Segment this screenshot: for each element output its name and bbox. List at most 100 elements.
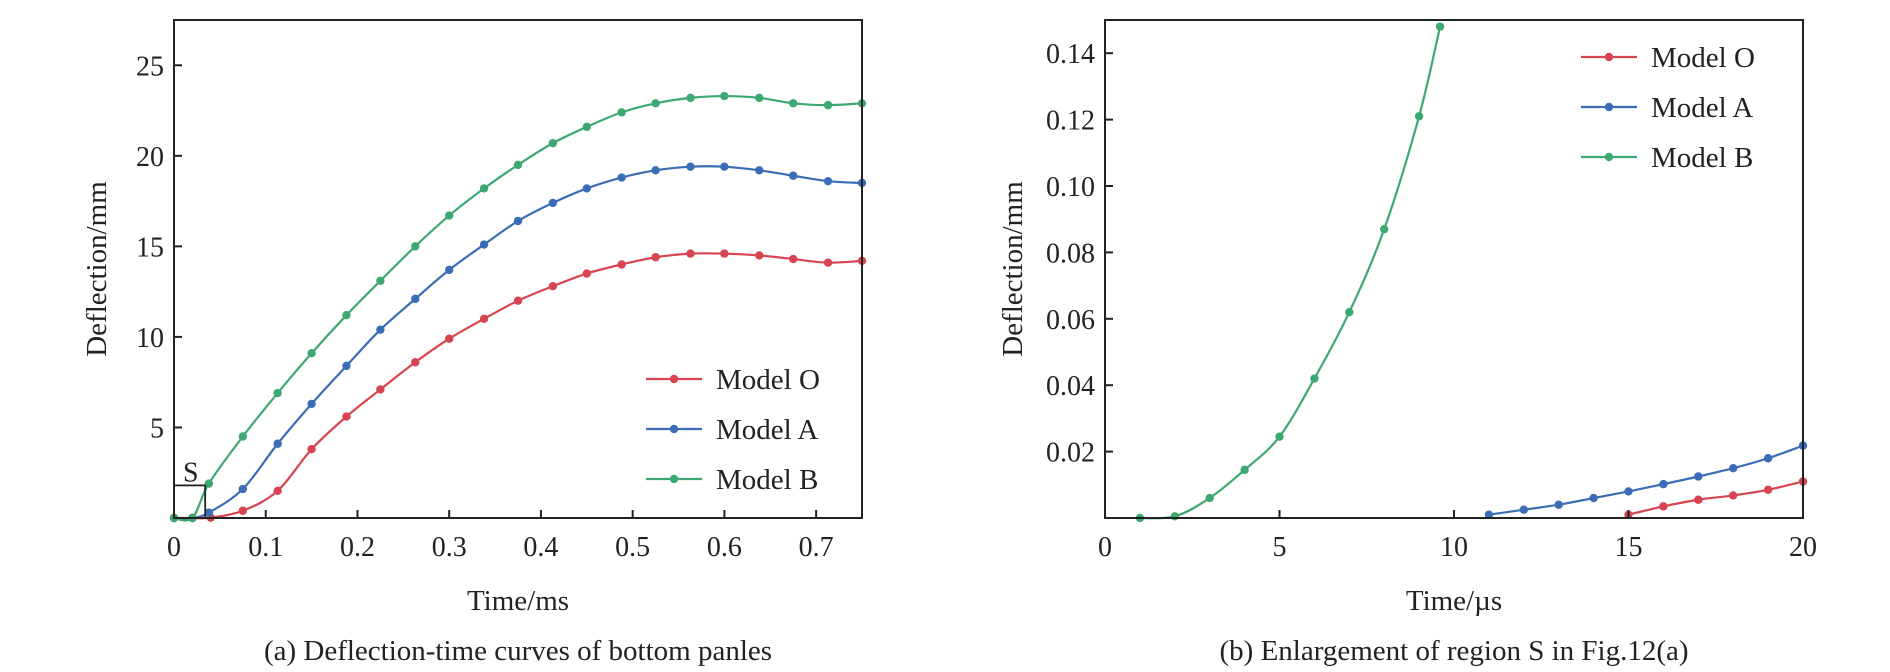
data-point-model-a (204, 508, 214, 517)
data-point-model-a (513, 216, 523, 226)
x-tick-label: 0.6 (707, 532, 742, 563)
region-s-label: S (183, 457, 199, 488)
y-tick-label: 0.04 (1046, 371, 1095, 402)
legend-swatch-marker-model-a (669, 424, 679, 434)
y-tick-label: 20 (136, 142, 164, 173)
data-point-model-a (720, 162, 729, 171)
data-point-model-o (342, 412, 351, 421)
chart-b-legend: Model O Model A Model B (1581, 42, 1755, 174)
data-point-model-b (342, 310, 351, 320)
chart-a: S 0 0.1 0.2 0.3 0.4 0.5 0.6 0.7 5 10 15 20 25 Time/m… (81, 19, 867, 667)
x-tick-label: 5 (1273, 532, 1287, 563)
x-tick-label: 0 (1098, 532, 1112, 563)
series-line-model-b (173, 94, 863, 522)
x-tick-label: 0.3 (432, 532, 467, 563)
data-point-model-a (1554, 500, 1563, 509)
data-point-model-b (1345, 307, 1354, 317)
data-point-model-b (582, 122, 591, 132)
data-point-model-o (686, 249, 695, 258)
data-point-model-a (1694, 472, 1703, 481)
data-point-model-o (479, 314, 489, 323)
series-line-model-o (173, 252, 863, 520)
data-point-model-b (548, 138, 558, 148)
data-point-model-a (789, 171, 798, 180)
y-tick-label: 0.06 (1046, 305, 1095, 336)
data-point-model-b (411, 242, 420, 251)
x-tick-label: 0.5 (615, 532, 650, 563)
data-point-model-o (411, 358, 420, 367)
data-point-model-b (1205, 493, 1214, 503)
data-point-model-b (1310, 374, 1319, 383)
x-tick-label: 15 (1615, 532, 1643, 563)
data-point-model-b (823, 100, 833, 110)
data-point-model-o (548, 282, 558, 291)
data-point-model-b (376, 276, 385, 285)
y-tick-label: 15 (136, 232, 164, 263)
data-point-model-o (823, 258, 833, 267)
chart-a-legend: Model O Model A Model B (646, 364, 820, 496)
data-point-model-b (1240, 465, 1249, 475)
series-line-model-b (1139, 26, 1442, 520)
data-point-model-o (307, 444, 316, 454)
chart-b-y-axis-label: Deflection/mm (997, 181, 1029, 357)
legend-label-model-a: Model A (1651, 92, 1753, 124)
chart-a-plot-marks: S (169, 91, 867, 523)
y-tick-label: 0.10 (1046, 172, 1095, 203)
data-point-model-a (479, 240, 489, 249)
legend-swatch-marker-model-o (669, 374, 679, 384)
data-point-model-b (789, 99, 798, 108)
data-point-model-o (513, 296, 523, 305)
chart-a-y-axis-label: Deflection/mm (81, 181, 113, 357)
y-tick-label: 25 (136, 51, 164, 82)
data-point-model-a (238, 484, 247, 494)
data-point-model-b (479, 184, 489, 193)
data-point-model-a (411, 294, 420, 304)
x-tick-label: 10 (1440, 532, 1468, 563)
data-point-model-a (445, 265, 454, 275)
chart-b-ticks: 0 5 10 15 20 0.02 0.04 0.06 0.08 0.10 0.12 0.14 (1046, 39, 1817, 563)
data-point-model-a (376, 325, 385, 334)
data-point-model-a (1659, 479, 1668, 489)
chart-a-caption: (a) Deflection-time curves of bottom pan… (264, 635, 772, 667)
data-point-model-b (755, 93, 764, 103)
data-point-model-o (789, 254, 798, 264)
legend-label-model-b: Model B (716, 464, 818, 496)
x-tick-label: 0.1 (248, 532, 283, 563)
data-point-model-o (651, 253, 660, 262)
data-point-model-a (1589, 493, 1598, 503)
data-point-model-a (582, 184, 591, 193)
legend-label-model-b: Model B (1651, 142, 1753, 174)
data-point-model-b (445, 211, 454, 220)
x-tick-label: 0.7 (799, 532, 834, 563)
data-point-model-o (1729, 491, 1738, 500)
data-point-model-b (204, 479, 214, 488)
data-point-model-o (582, 269, 591, 278)
data-point-model-a (342, 361, 351, 371)
data-point-model-b (307, 349, 316, 358)
data-point-model-a (1624, 487, 1633, 496)
data-point-model-a (755, 166, 764, 175)
data-point-model-o (1659, 502, 1668, 511)
data-point-model-o (1694, 495, 1703, 504)
data-point-model-b (1170, 512, 1180, 521)
data-point-model-a (651, 166, 660, 175)
data-point-model-o (445, 334, 454, 343)
chart-a-x-axis-label: Time/ms (467, 585, 569, 617)
legend-swatch-marker-model-b (669, 474, 679, 484)
data-point-model-b (1275, 432, 1284, 441)
data-point-model-b (238, 432, 247, 441)
y-tick-label: 0.02 (1046, 438, 1095, 469)
x-tick-label: 0.4 (523, 532, 558, 563)
data-point-model-o (1763, 485, 1773, 494)
chart-a-ticks: 0 0.1 0.2 0.3 0.4 0.5 0.6 0.7 5 10 15 20 25 (136, 51, 834, 563)
data-point-model-a (1484, 510, 1494, 519)
chart-a-plot-frame (173, 19, 863, 519)
data-point-model-b (686, 93, 695, 103)
legend-swatch-marker-model-b (1604, 152, 1614, 162)
data-point-model-b (651, 99, 660, 108)
data-point-model-a (307, 399, 316, 409)
data-point-model-o (273, 486, 282, 496)
data-point-model-b (1380, 224, 1389, 234)
y-tick-label: 10 (136, 323, 164, 354)
